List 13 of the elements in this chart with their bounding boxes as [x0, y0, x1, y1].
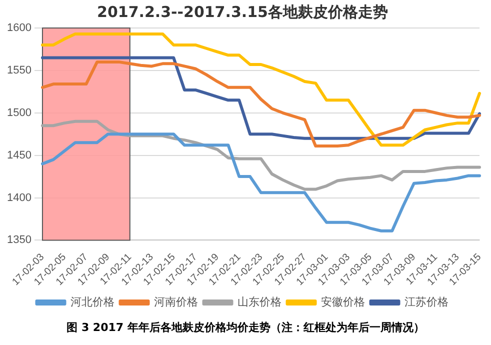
y-tick-label: 1400 [6, 192, 32, 204]
caption: 图 3 2017 年年后各地麸皮价格均价走势（注：红框处为年后一周情况） [66, 320, 426, 335]
legend-label: 河南价格 [154, 296, 198, 309]
y-tick-label: 1600 [6, 22, 32, 34]
legend-label: 山东价格 [237, 296, 282, 309]
y-tick-label: 1500 [6, 106, 32, 119]
y-tick-label: 1350 [6, 234, 32, 246]
legend-label: 河北价格 [70, 296, 114, 309]
legend-label: 安徽价格 [320, 296, 365, 309]
chart-title: 2017.2.3--2017.3.15各地麸皮价格走势 [97, 2, 388, 21]
y-tick-label: 1550 [6, 64, 32, 76]
y-tick-label: 1450 [6, 149, 32, 162]
legend-label: 江苏价格 [404, 296, 448, 309]
